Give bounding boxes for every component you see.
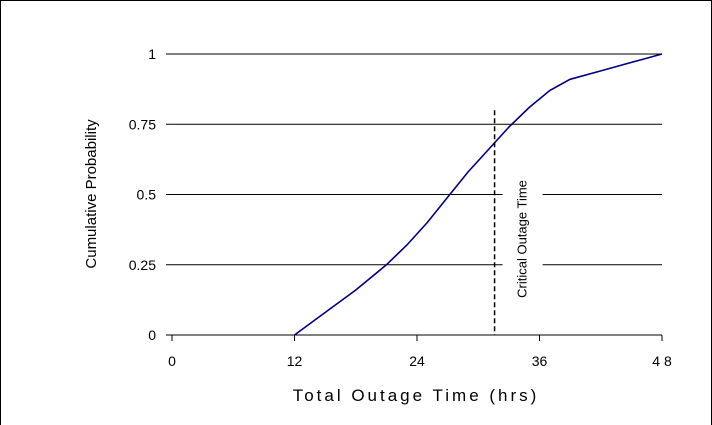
y-tick-label-3: 0.75 xyxy=(129,116,156,132)
grid-layer xyxy=(172,53,662,266)
critical-outage-time-label: Critical Outage Time xyxy=(515,180,530,298)
series-line-0 xyxy=(294,53,663,336)
x-tick-label-1: 12 xyxy=(287,353,303,369)
x-tick-label-4: 4 8 xyxy=(652,353,672,369)
y-axis-title: Cumulative Probability xyxy=(83,119,100,269)
x-tick-label-0: 0 xyxy=(168,353,176,369)
annotation-label-background xyxy=(502,140,543,330)
x-axis-title: Total Outage Time (hrs) xyxy=(293,386,540,405)
y-tick-label-2: 0.5 xyxy=(137,187,157,203)
axis-layer: 0 0.25 0.5 0.75 1 0 12 24 36 4 8 xyxy=(129,46,672,369)
y-tick-label-4: 1 xyxy=(148,46,156,62)
y-tick-label-0: 0 xyxy=(148,327,156,343)
y-tick-label-1: 0.25 xyxy=(129,257,156,273)
x-tick-label-3: 36 xyxy=(532,353,548,369)
x-tick-label-2: 24 xyxy=(409,353,425,369)
series-layer xyxy=(294,53,663,336)
annotation-layer: Critical Outage Time xyxy=(493,110,543,335)
